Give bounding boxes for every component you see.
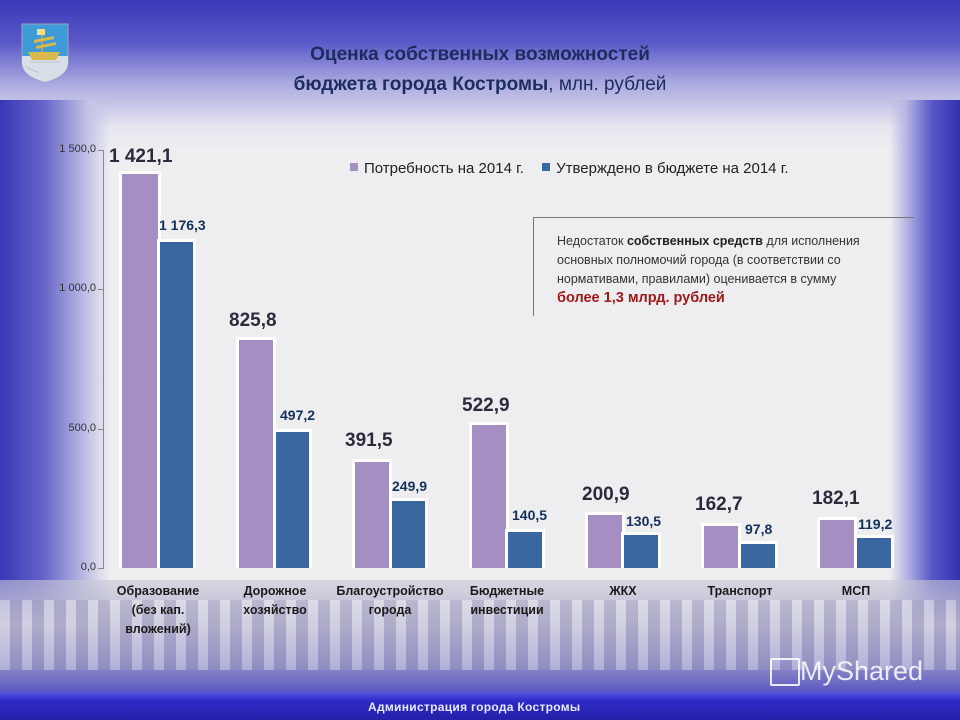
category-label-roads: Дорожное хозяйство [215, 582, 335, 620]
y-tick-1000 [98, 289, 104, 290]
footer-text: Администрация города Костромы [368, 700, 581, 714]
legend-label-approved: Утверждено в бюджете на 2014 г. [556, 160, 789, 177]
category-label-line: ЖКХ [609, 584, 637, 598]
category-label-line: вложений) [125, 622, 191, 636]
value-label-approved-housing: 130,5 [626, 513, 662, 529]
note-highlight: более 1,3 млрд. рублей [557, 290, 725, 306]
y-tick-label-1000: 1 000,0 [59, 282, 96, 294]
bar-demand-education[interactable] [119, 171, 161, 568]
bar-demand-sme[interactable] [817, 517, 857, 568]
category-label-line: Транспорт [707, 584, 773, 598]
bar-approved-housing[interactable] [621, 532, 661, 568]
background-left-gradient [0, 100, 110, 660]
myshared-logo-icon [770, 658, 800, 686]
background-right-gradient [890, 100, 960, 660]
category-label-line: (без кап. [131, 603, 185, 617]
value-label-demand-sme: 182,1 [812, 488, 860, 509]
y-tick-label-0: 0,0 [80, 561, 96, 573]
value-label-approved-improvement: 249,9 [392, 478, 428, 494]
background-city-photo [0, 580, 960, 692]
value-label-demand-improvement: 391,5 [345, 430, 393, 451]
bar-demand-investments[interactable] [469, 422, 509, 568]
background-top-gradient [0, 0, 960, 150]
category-label-line: Благоустройство [336, 584, 444, 598]
legend-swatch-blue [542, 163, 551, 172]
legend-item-demand: Потребность на 2014 г. [350, 160, 524, 177]
value-label-approved-roads: 497,2 [280, 407, 316, 423]
kostroma-coat-of-arms-icon [21, 23, 69, 83]
category-label-line: МСП [841, 584, 871, 598]
legend-label-demand: Потребность на 2014 г. [364, 160, 524, 177]
note-box-border [533, 217, 914, 316]
value-label-demand-investments: 522,9 [462, 395, 510, 416]
y-axis-line [103, 150, 104, 569]
bar-demand-roads[interactable] [236, 337, 276, 568]
category-label-sme: МСП [796, 582, 916, 601]
myshared-watermark: MyShared [800, 656, 924, 686]
category-label-investments: Бюджетные инвестиции [447, 582, 567, 620]
value-label-approved-transport: 97,8 [745, 521, 773, 537]
category-label-housing: ЖКХ [563, 582, 683, 601]
value-label-approved-sme: 119,2 [858, 516, 893, 532]
y-tick-label-1500: 1 500,0 [59, 143, 96, 155]
legend-item-approved: Утверждено в бюджете на 2014 г. [542, 160, 789, 177]
note-text-part1: Недостаток [557, 234, 627, 248]
background-city-buildings [0, 600, 960, 670]
y-tick-1500 [98, 150, 104, 151]
bar-demand-housing[interactable] [585, 512, 625, 568]
value-label-approved-investments: 140,5 [512, 507, 548, 523]
category-label-line: инвестиции [470, 603, 544, 617]
bar-approved-roads[interactable] [273, 429, 312, 568]
value-label-approved-education: 1 176,3 [159, 217, 206, 233]
bar-approved-investments[interactable] [505, 529, 545, 568]
category-label-line: Дорожное [243, 584, 307, 598]
category-label-line: хозяйство [243, 603, 307, 617]
chart-title-line1: Оценка собственных возможностей [310, 44, 650, 65]
y-tick-500 [98, 429, 104, 430]
chart-title-units: , млн. рублей [548, 74, 667, 95]
bar-approved-education[interactable] [157, 239, 196, 568]
chart-legend: Потребность на 2014 г. Утверждено в бюдж… [350, 160, 803, 177]
category-label-improvement: Благоустройство города [330, 582, 450, 620]
bar-demand-improvement[interactable] [352, 459, 392, 568]
y-tick-0 [98, 568, 104, 569]
bar-approved-sme[interactable] [854, 535, 894, 568]
note-text-bold: собственных средств [626, 234, 763, 248]
value-label-demand-education: 1 421,1 [109, 146, 173, 167]
category-label-line: города [368, 603, 412, 617]
note-text-part2: для исполнения основных полномочий город… [557, 234, 860, 286]
value-label-demand-housing: 200,9 [582, 484, 630, 505]
legend-swatch-purple [350, 163, 358, 172]
footer-bar [0, 692, 960, 720]
value-label-demand-transport: 162,7 [695, 494, 743, 515]
chart-title-bold: бюджета города Костромы [293, 74, 549, 95]
bar-approved-improvement[interactable] [389, 498, 428, 568]
bar-approved-transport[interactable] [738, 541, 778, 568]
chart-title-line2: бюджета города Костромы, млн. рублей [0, 74, 960, 96]
category-label-education: Образование (без кап. вложений) [98, 582, 218, 639]
note-text: Недостаток собственных средств для испол… [557, 232, 917, 308]
category-label-line: Образование [116, 584, 200, 598]
category-label-transport: Транспорт [680, 582, 800, 601]
value-label-demand-roads: 825,8 [229, 310, 277, 331]
category-label-line: Бюджетные [469, 584, 545, 598]
bar-demand-transport[interactable] [701, 523, 741, 568]
y-tick-label-500: 500,0 [68, 422, 96, 434]
